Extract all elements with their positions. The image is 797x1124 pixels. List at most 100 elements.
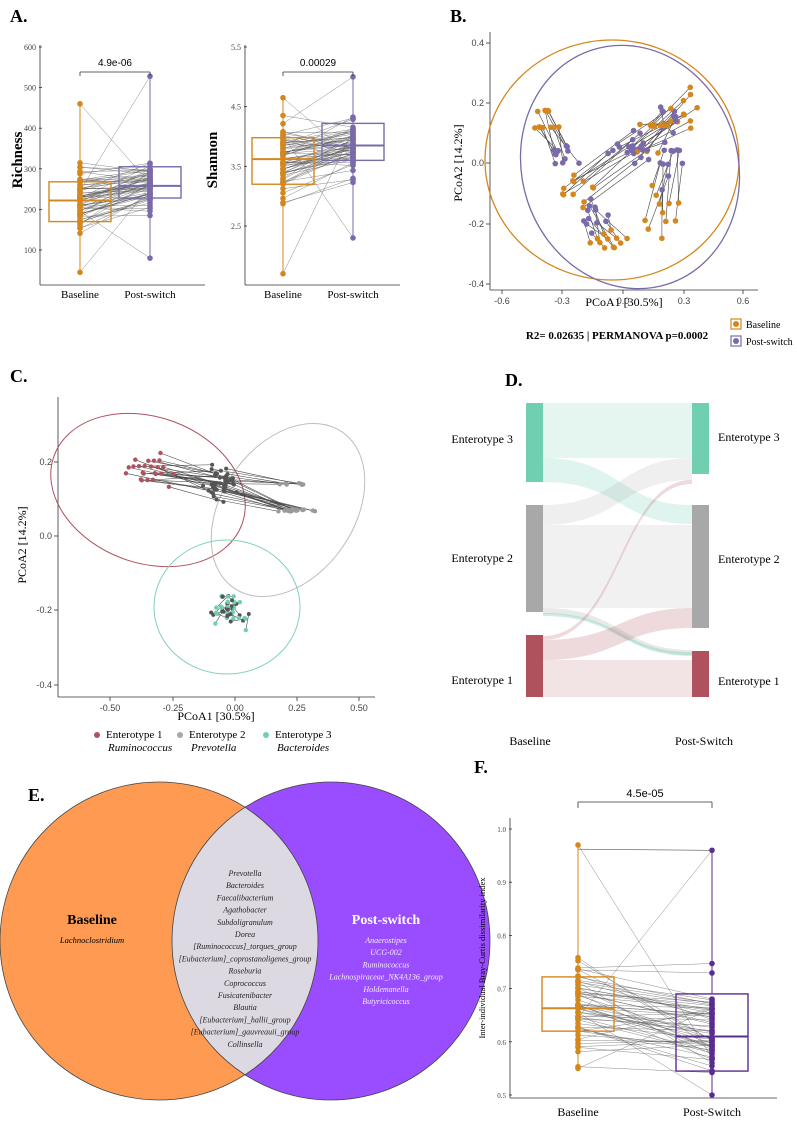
pcoa-arrow (141, 479, 217, 491)
pair-line (282, 139, 354, 153)
baseline-sample (532, 125, 538, 131)
pair-line (577, 1039, 713, 1044)
postswitch-sample (660, 109, 666, 115)
baseline-sample (659, 235, 665, 242)
postswitch-sample (562, 156, 568, 162)
pcoa-c-xlabel: PCoA1 [30.5%] (177, 709, 254, 723)
postswitch-point (709, 997, 715, 1003)
ytick-label: 400 (24, 124, 36, 133)
baseline-point (77, 190, 83, 196)
xtick-label: 0.6 (737, 296, 750, 306)
baseline-point (280, 155, 286, 162)
pcoa-arrow (226, 468, 302, 486)
baseline-point (280, 149, 286, 156)
pair-line (79, 76, 151, 192)
pair-line (79, 175, 151, 182)
pair-line (79, 178, 151, 189)
pcoa-arrow (214, 485, 289, 512)
pair-line (79, 207, 151, 209)
venn-baseline-title: Baseline (67, 913, 117, 928)
pcoa-arrow (225, 484, 298, 511)
xtick-label: 0.3 (678, 296, 691, 306)
postswitch-sample (221, 499, 226, 504)
pair-line (79, 211, 151, 259)
postswitch-sample (246, 612, 251, 617)
postswitch-sample (637, 130, 643, 136)
richness-xtick-postswitch: Post-switch (124, 289, 176, 301)
baseline-point (280, 190, 286, 196)
pcoa-arrow (562, 152, 635, 195)
enterotype-sample (312, 508, 318, 514)
postswitch-sample (201, 483, 206, 488)
postswitch-point (709, 1068, 715, 1074)
postswitch-sample (624, 149, 631, 156)
postswitch-point (709, 1092, 715, 1098)
pair-line (282, 117, 354, 136)
pair-line (79, 169, 151, 181)
pcoa-arrow (161, 473, 220, 478)
pcoa-arrow (592, 148, 634, 188)
shannon-yticks: 5.5 4.5 3.5 2.5 (231, 43, 247, 231)
postswitch-sample (212, 482, 217, 487)
postswitch-sample (225, 471, 230, 476)
pair-line (79, 194, 151, 206)
pair-line (282, 134, 354, 179)
sankey-right-ent1: Enterotype 1 (718, 674, 780, 688)
postswitch-sample (659, 186, 665, 193)
venn-shared-genus: [Eubacterium]_coprostanoligenes_group (179, 954, 312, 963)
pcoa-arrow (227, 481, 292, 512)
baseline-point (575, 1024, 581, 1030)
enterotype-sample (150, 477, 156, 483)
baseline-sample (694, 104, 700, 111)
baseline-point (575, 965, 581, 971)
pair-line (282, 170, 354, 182)
pair-line (79, 215, 151, 217)
postswitch-sample (670, 129, 676, 136)
enterotype-sample (243, 627, 249, 633)
baseline-point (280, 200, 286, 207)
permanova-stat: R2= 0.02635 | PERMANOVA p=0.0002 (526, 330, 709, 342)
baseline-point (575, 1032, 581, 1038)
postswitch-point (350, 141, 356, 148)
postswitch-sample (214, 497, 219, 502)
baseline-point (77, 101, 83, 107)
enterotype-sample (159, 471, 164, 476)
pair-line (79, 162, 151, 172)
postswitch-sample (209, 490, 214, 495)
postswitch-sample (610, 147, 616, 154)
enterotype1-ellipse (50, 412, 246, 568)
pair-line (282, 178, 354, 204)
pair-line (577, 1004, 713, 1060)
baseline-sample (637, 121, 643, 128)
pair-line (79, 193, 151, 211)
postswitch-sample (222, 483, 227, 488)
baseline-sample (540, 124, 546, 131)
pair-line (79, 199, 151, 223)
pair-line (577, 1016, 713, 1052)
bray-curtis-xtick-postswitch: Post-Switch (683, 1105, 741, 1119)
legend-c-ent1-genus: Ruminococcus (107, 742, 172, 754)
baseline-sample (672, 218, 679, 224)
venn-postswitch-only-list: Anaerostipes UCG-002 Ruminococcus Lachnospi… (328, 936, 442, 1006)
baseline-point (280, 162, 286, 168)
enterotype-sample (141, 471, 146, 476)
baseline-sample (613, 235, 620, 242)
pcoa-arrow (642, 94, 691, 151)
baseline-sample (581, 199, 587, 205)
pair-line (577, 850, 713, 1018)
baseline-sample (656, 201, 663, 207)
legend-c-ent3-genus: Bacteroides (277, 742, 329, 754)
pcoa-arrow (588, 218, 614, 248)
pair-line (577, 980, 713, 1001)
pcoa-c-arrows (125, 452, 316, 631)
postswitch-sample (225, 614, 230, 619)
richness-boxes (48, 76, 182, 273)
pair-line (577, 995, 713, 1039)
postswitch-sample (218, 468, 223, 473)
baseline-sample (556, 124, 562, 130)
pair-line (577, 991, 713, 1006)
venn-shared-genus: Fusicatenibacter (217, 991, 273, 1000)
pair-line (282, 147, 354, 154)
pcoa-arrow (216, 499, 279, 512)
sankey-x-postswitch: Post-Switch (675, 734, 733, 748)
